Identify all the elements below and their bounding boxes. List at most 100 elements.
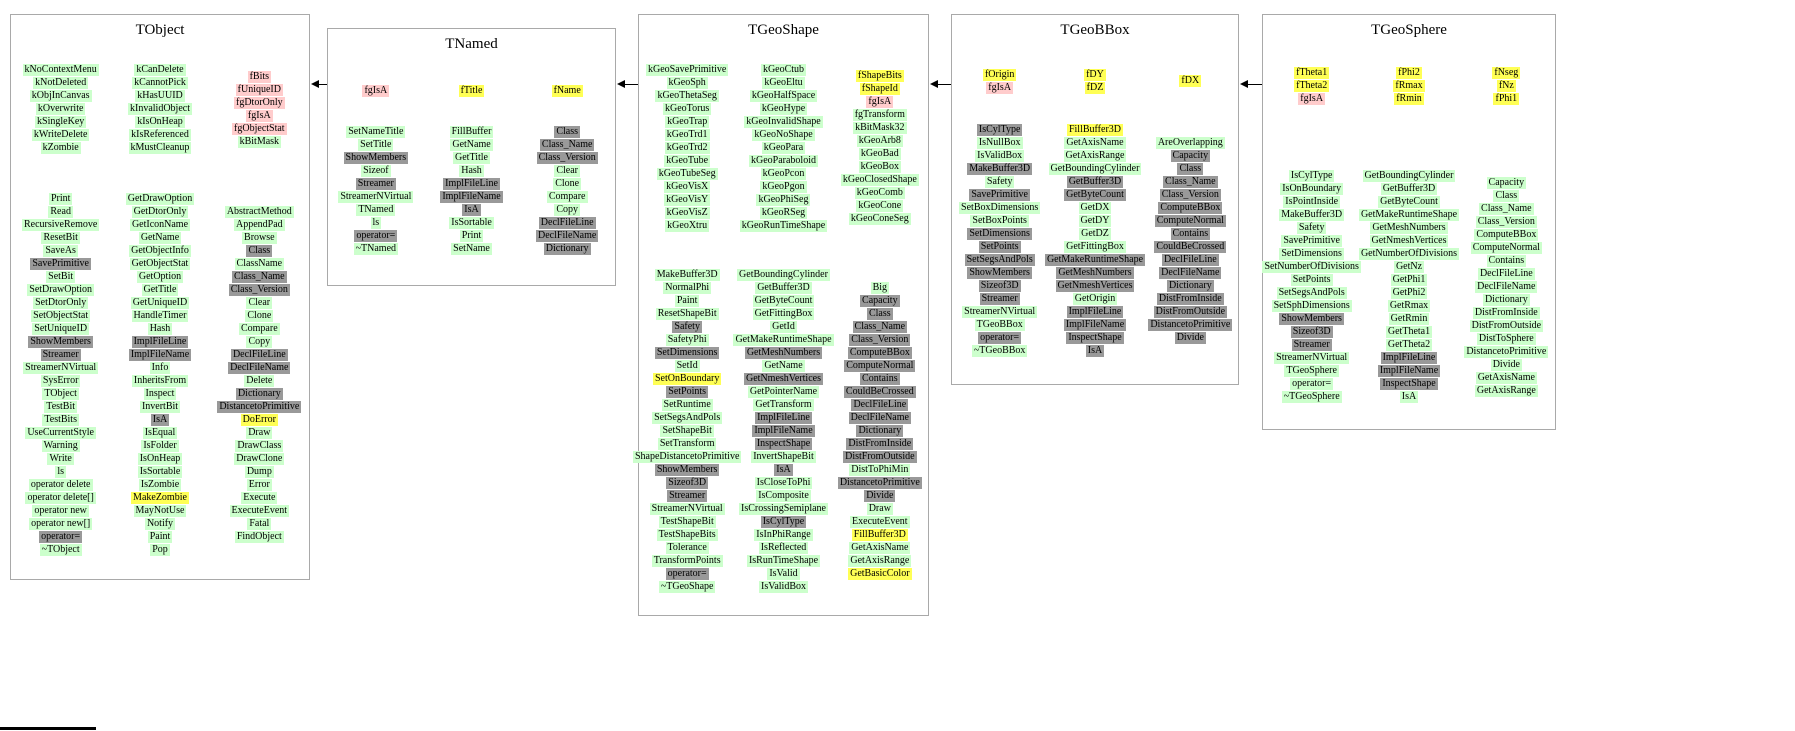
member-cell[interactable]: GetAxisName	[1475, 371, 1537, 384]
member-cell[interactable]: kIsReferenced	[129, 129, 191, 141]
member-cell[interactable]: operator=	[978, 331, 1022, 344]
member-cell[interactable]: ComputeNormal	[844, 359, 916, 372]
member-cell[interactable]: Sizeof3D	[1290, 326, 1333, 338]
member-cell[interactable]: GetAxisRange	[1474, 384, 1538, 397]
member-cell[interactable]: operator new[]	[29, 518, 93, 530]
member-cell[interactable]: TGeoBBox	[974, 318, 1025, 331]
member-cell[interactable]: SetSegsAndPols	[652, 411, 723, 424]
member-cell[interactable]: AreOverlapping	[1155, 136, 1225, 149]
member-cell[interactable]: Class	[554, 126, 581, 138]
member-cell[interactable]: GetObjectInfo	[129, 245, 191, 257]
member-cell[interactable]: SetNameTitle	[346, 126, 406, 138]
member-cell[interactable]: operator new	[32, 505, 89, 517]
member-cell[interactable]: SetPoints	[978, 240, 1021, 253]
member-cell[interactable]: Safety	[672, 320, 702, 333]
member-cell[interactable]: Dictionary	[856, 424, 904, 437]
member-cell[interactable]: InvertBit	[139, 401, 181, 413]
member-cell[interactable]: IsCylType	[1288, 170, 1335, 182]
member-cell[interactable]: TestBits	[42, 414, 79, 426]
member-cell[interactable]: IsFolder	[141, 440, 179, 452]
member-cell[interactable]: FillBuffer3D	[1066, 123, 1124, 136]
member-cell[interactable]: kGeoPgon	[760, 180, 807, 193]
member-cell[interactable]: kGeoPara	[761, 141, 806, 154]
member-cell[interactable]: GetBuffer3D	[1066, 175, 1124, 188]
member-cell[interactable]: ImplFileLine	[755, 411, 812, 424]
member-cell[interactable]: GetMakeRuntimeShape	[1358, 209, 1460, 221]
member-cell[interactable]: DeclFileName	[536, 230, 599, 242]
member-cell[interactable]: Copy	[554, 204, 581, 216]
member-cell[interactable]: ~TObject	[39, 544, 82, 556]
member-cell[interactable]: Hash	[459, 165, 484, 177]
member-cell[interactable]: ls	[55, 466, 66, 478]
member-cell[interactable]: ImplFileLine	[1066, 305, 1124, 318]
member-cell[interactable]: fNz	[1496, 80, 1516, 92]
member-cell[interactable]: ImplFileName	[752, 424, 815, 437]
member-cell[interactable]: kObjInCanvas	[29, 90, 92, 102]
member-cell[interactable]: Dictionary	[235, 388, 283, 400]
member-cell[interactable]: kGeoCtub	[760, 63, 807, 76]
member-cell[interactable]: kGeoThetaSeg	[655, 89, 719, 102]
member-cell[interactable]: kGeoClosedShape	[840, 174, 919, 186]
member-cell[interactable]: kGeoPcon	[760, 167, 807, 180]
member-cell[interactable]: GetOption	[136, 271, 184, 283]
member-cell[interactable]: Streamer	[979, 292, 1020, 305]
member-cell[interactable]: SetShapeBit	[660, 424, 714, 437]
member-cell[interactable]: SavePrimitive	[1281, 235, 1342, 247]
member-cell[interactable]: SetSegsAndPols	[964, 253, 1035, 266]
member-cell[interactable]: GetTransform	[753, 398, 814, 411]
member-cell[interactable]: kBitMask	[237, 135, 282, 148]
member-cell[interactable]: kGeoTrap	[665, 115, 710, 128]
member-cell[interactable]: Print	[48, 193, 73, 205]
member-cell[interactable]: Class_Name	[232, 271, 287, 283]
member-cell[interactable]: GetName	[450, 139, 493, 151]
member-cell[interactable]: Class	[866, 307, 893, 320]
member-cell[interactable]: fgIsA	[245, 109, 273, 122]
member-cell[interactable]: kMustCleanup	[128, 142, 192, 154]
member-cell[interactable]: InspectShape	[1066, 331, 1124, 344]
member-cell[interactable]: SaveAs	[43, 245, 78, 257]
member-cell[interactable]: Print	[459, 230, 484, 242]
member-cell[interactable]: Write	[47, 453, 74, 465]
member-cell[interactable]: IsPointInside	[1283, 196, 1341, 208]
member-cell[interactable]: ComputeBBox	[1158, 201, 1223, 214]
member-cell[interactable]: DistFromOutside	[843, 450, 917, 463]
member-cell[interactable]: fgIsA	[986, 81, 1014, 94]
member-cell[interactable]: operator=	[665, 567, 709, 580]
member-cell[interactable]: GetTheta1	[1385, 326, 1433, 338]
member-cell[interactable]: Paint	[674, 294, 700, 307]
member-cell[interactable]: DrawClone	[234, 453, 285, 465]
member-cell[interactable]: Paint	[147, 531, 173, 543]
member-cell[interactable]: MakeBuffer3D	[1279, 209, 1345, 221]
member-cell[interactable]: SetOnBoundary	[652, 372, 722, 385]
member-cell[interactable]: fgIsA	[1298, 93, 1326, 105]
member-cell[interactable]: ResetBit	[41, 232, 80, 244]
member-cell[interactable]: HandleTimer	[131, 310, 189, 322]
member-cell[interactable]: kGeoComb	[854, 187, 905, 199]
member-cell[interactable]: GetAxisRange	[1063, 149, 1127, 162]
class-title[interactable]: TGeoSphere	[1371, 22, 1447, 38]
member-cell[interactable]: Browse	[242, 232, 277, 244]
member-cell[interactable]: FillBuffer3D	[851, 528, 908, 541]
member-cell[interactable]: GetId	[770, 320, 797, 333]
member-cell[interactable]: Streamer	[40, 349, 81, 361]
member-cell[interactable]: kGeoHype	[759, 102, 808, 115]
member-cell[interactable]: Inspect	[143, 388, 177, 400]
member-cell[interactable]: SetBoxDimensions	[959, 201, 1041, 214]
member-cell[interactable]: GetFittingBox	[752, 307, 815, 320]
member-cell[interactable]: GetName	[762, 359, 805, 372]
member-cell[interactable]: Compare	[238, 323, 280, 335]
member-cell[interactable]: Class	[1493, 189, 1520, 202]
member-cell[interactable]: ls	[370, 217, 382, 229]
member-cell[interactable]: GetBuffer3D	[755, 281, 812, 294]
member-cell[interactable]: Compare	[546, 191, 588, 203]
member-cell[interactable]: kGeoArb8	[856, 135, 903, 147]
member-cell[interactable]: Divide	[864, 489, 896, 502]
member-cell[interactable]: SetSegsAndPols	[1276, 287, 1347, 299]
member-cell[interactable]: IsA	[1399, 391, 1419, 403]
member-cell[interactable]: ShowMembers	[654, 463, 720, 476]
member-cell[interactable]: Class_Version	[849, 333, 911, 346]
member-cell[interactable]: IsValid	[767, 567, 800, 580]
member-cell[interactable]: GetPhi2	[1390, 287, 1428, 299]
member-cell[interactable]: operator delete[]	[25, 492, 96, 504]
member-cell[interactable]: DeclFileName	[848, 411, 911, 424]
